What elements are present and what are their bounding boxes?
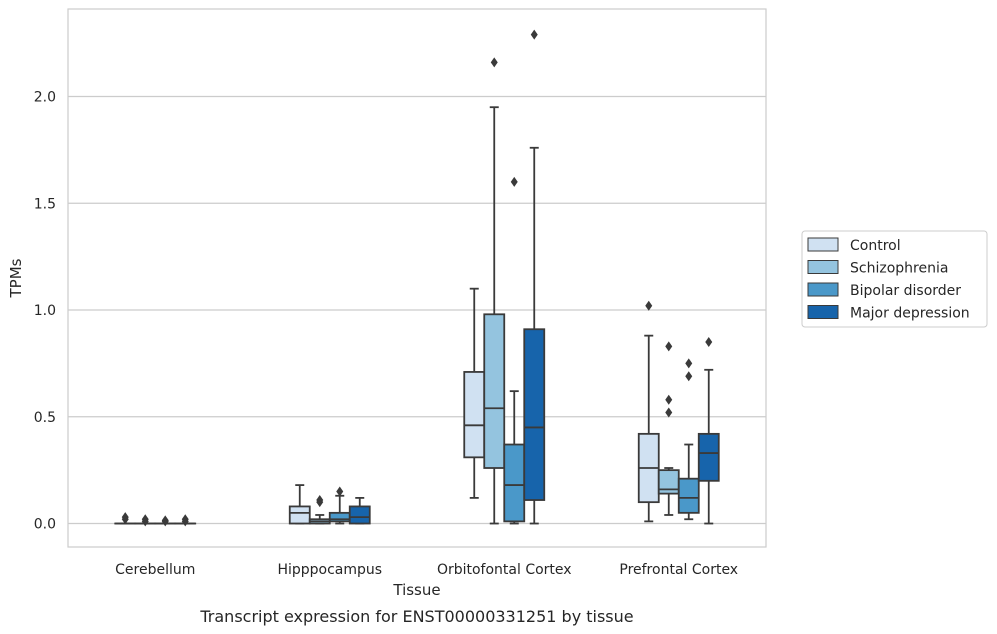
iqr-box [523,328,546,501]
y-tick-label: 0.0 [34,517,56,533]
outlier-point [121,512,129,523]
x-tick-label: Orbitofontal Cortex [437,562,572,578]
box-2-2 [503,176,526,525]
box-2-1 [483,57,506,525]
y-tick-label: 0.5 [34,410,56,426]
outlier-point [685,371,693,382]
outlier-point [665,407,673,418]
outlier-point [705,337,713,348]
box-3-1 [657,341,680,516]
legend-swatch [807,282,839,297]
boxes [114,29,720,527]
iqr-box [348,505,371,525]
outlier-point [181,514,189,525]
gridlines [68,95,766,525]
x-axis-title: Tissue [392,581,440,599]
iqr-box [503,443,526,523]
outlier-point [161,515,169,526]
iqr-box [463,371,486,459]
box-0-3 [174,514,197,527]
box-1-3 [348,496,371,525]
iqr-box [697,432,720,482]
y-tick-label: 1.5 [34,196,56,212]
iqr-box [483,313,506,469]
box-2-3 [523,29,546,525]
legend-label: Bipolar disorder [850,283,961,299]
outlier-point [645,300,653,311]
outlier-point [665,394,673,405]
box-0-0 [114,512,137,525]
outlier-point [510,176,518,187]
legend-frame [801,230,988,328]
box-3-2 [677,358,700,521]
outlier-point [665,341,673,352]
legend-label: Major depression [850,306,970,322]
box-3-3 [697,337,720,525]
box-1-2 [328,486,351,525]
y-tick-label: 1.0 [34,303,56,319]
box-1-0 [288,484,311,525]
legend: Control Schizophrenia Bipolar disorder Majo… [801,230,988,328]
outlier-point [141,514,149,525]
outlier-point [685,358,693,369]
box-3-0 [637,300,660,523]
iqr-box [677,477,700,514]
legend-swatch [807,260,839,274]
outlier-point [490,57,498,68]
legend-label: Control [850,238,901,254]
x-tick-labels: Cerebellum Hipppocampus Orbitofontal Corte… [115,562,738,578]
y-tick-labels: 0.0 0.5 1.0 1.5 2.0 [34,90,56,533]
legend-swatch [807,305,839,319]
legend-swatch [807,237,839,252]
outlier-point [530,29,538,40]
x-tick-label: Hipppocampus [277,562,382,578]
outlier-point [336,486,344,497]
iqr-box [288,505,311,525]
x-tick-label: Prefrontal Cortex [619,562,738,578]
x-tick-label: Cerebellum [115,562,195,578]
box-0-2 [154,515,177,527]
outlier-point [316,495,324,506]
chart-caption: Transcript expression for ENST0000033125… [199,607,633,626]
legend-label: Schizophrenia [850,261,948,277]
y-axis-title: TPMs [7,258,25,298]
plot-area [67,8,767,548]
y-tick-label: 2.0 [34,90,56,106]
box-0-1 [134,514,157,527]
